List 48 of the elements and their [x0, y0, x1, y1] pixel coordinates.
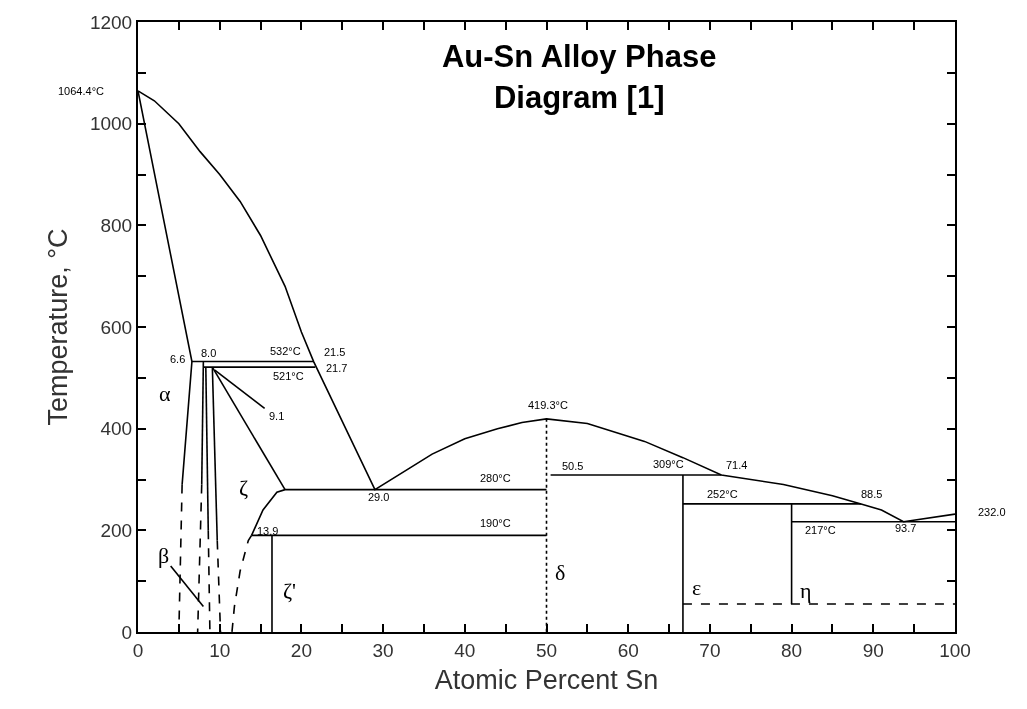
x-tick-label: 50 [535, 639, 558, 661]
annotation: 252°C [707, 488, 738, 500]
annotation: 190°C [480, 517, 511, 529]
text: Au-Sn Alloy Phase Diagram [1] [441, 39, 717, 115]
y-tick-label: 200 [100, 519, 133, 541]
annotation: δ [555, 560, 566, 585]
y-tick-label: 0 [121, 621, 133, 643]
annotation: 419.3°C [528, 399, 568, 411]
text: 232.0 [978, 506, 1006, 518]
annotation: 217°C [805, 524, 836, 536]
annotation: 13.9 [257, 525, 279, 537]
y-axis-title: Temperature, °C [43, 228, 74, 426]
x-tick-label: 30 [372, 639, 394, 661]
annotation: 280°C [480, 472, 511, 484]
annotation: α [159, 381, 171, 406]
annotation: 9.1 [269, 410, 285, 422]
annotation: β [158, 543, 170, 568]
y-tick-label: 600 [100, 316, 133, 338]
annotation: 521°C [273, 370, 304, 382]
annotation: ε [692, 575, 702, 600]
annotation: 50.5 [562, 460, 584, 472]
x-tick-label: 70 [699, 639, 721, 661]
annotation: 21.7 [326, 362, 348, 374]
text: 1064.4°C [58, 85, 105, 97]
x-tick-label: 10 [209, 639, 231, 661]
annotation: 93.7 [895, 522, 917, 534]
y-tick-label: 400 [100, 418, 133, 440]
annotation: 309°C [653, 458, 684, 470]
annotation: 6.6 [170, 353, 186, 365]
y-tick-label: 1200 [89, 11, 133, 33]
annotation: 88.5 [861, 488, 883, 500]
annotation: 21.5 [324, 346, 346, 358]
annotation: ζ [239, 475, 249, 500]
x-tick-label: 80 [781, 639, 803, 661]
annotation: 29.0 [368, 491, 390, 503]
annotation: 8.0 [201, 347, 217, 359]
x-tick-label: 60 [617, 639, 639, 661]
y-tick-label: 1000 [89, 113, 133, 135]
x-tick-label: 40 [454, 639, 476, 661]
x-axis-title: Atomic Percent Sn [434, 664, 659, 695]
annotation: 71.4 [726, 459, 748, 471]
annotation: 532°C [270, 345, 301, 357]
x-tick-label: 20 [290, 639, 312, 661]
x-tick-label: 100 [939, 639, 971, 661]
y-tick-label: 800 [100, 214, 133, 236]
annotation: η [800, 578, 812, 603]
x-tick-label: 90 [862, 639, 884, 661]
annotation: ζ' [283, 578, 297, 603]
